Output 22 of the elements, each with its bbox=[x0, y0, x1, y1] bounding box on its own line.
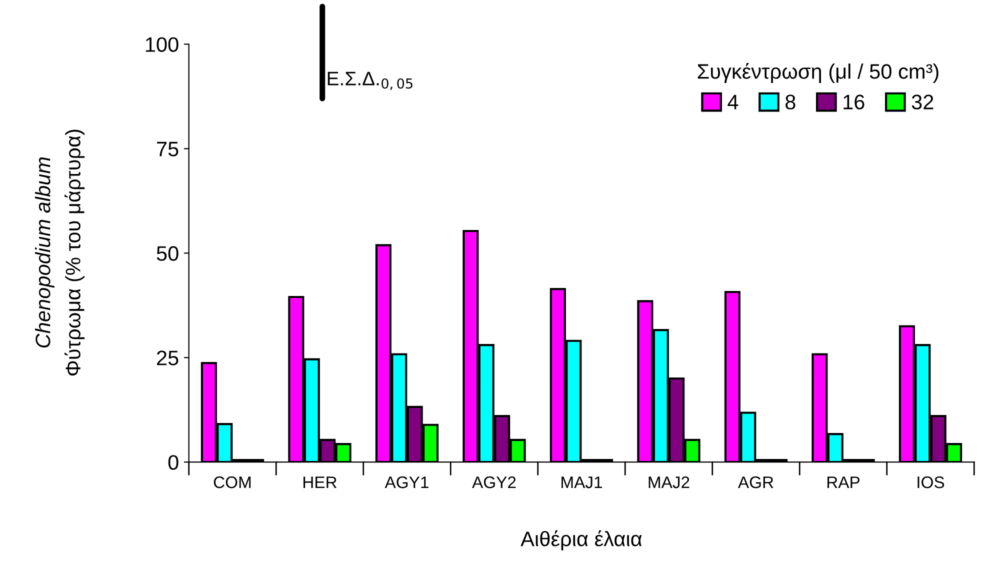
legend-label: 8 bbox=[786, 94, 796, 110]
annotation: Ε.Σ.Δ.$_{0,05}$ bbox=[328, 72, 412, 90]
legend-label: 32 bbox=[912, 94, 934, 110]
x-tick-label: HER bbox=[304, 476, 337, 488]
legend-title: Συγκέντρωση (μl / 50 cm³) bbox=[698, 62, 938, 83]
y-tick-label: 100 bbox=[146, 37, 178, 52]
x-tick-label: AGR bbox=[738, 476, 774, 488]
x-axis-title: Αιθέρια έλαια bbox=[520, 530, 642, 550]
x-tick-label: AGY2 bbox=[472, 476, 516, 488]
y-tick-label: 0 bbox=[168, 455, 178, 470]
x-tick-label: MAJ2 bbox=[648, 476, 690, 488]
y-tick-label: 50 bbox=[156, 246, 178, 261]
legend-label: 4 bbox=[728, 94, 738, 110]
x-tick-label: AGY1 bbox=[384, 476, 428, 488]
y-tick-label: 25 bbox=[157, 350, 178, 366]
x-tick-label: COM bbox=[214, 476, 251, 488]
y-axis-title: Chenopodium album Φύτρωμα (% του μάρτυρα) bbox=[35, 130, 85, 376]
y-tick-label: 75 bbox=[157, 142, 178, 156]
x-tick-label: RAP bbox=[827, 476, 860, 488]
x-tick-label: MAJ1 bbox=[562, 476, 602, 488]
x-tick-label: IOS bbox=[918, 476, 944, 488]
legend-label: 16 bbox=[844, 94, 864, 110]
